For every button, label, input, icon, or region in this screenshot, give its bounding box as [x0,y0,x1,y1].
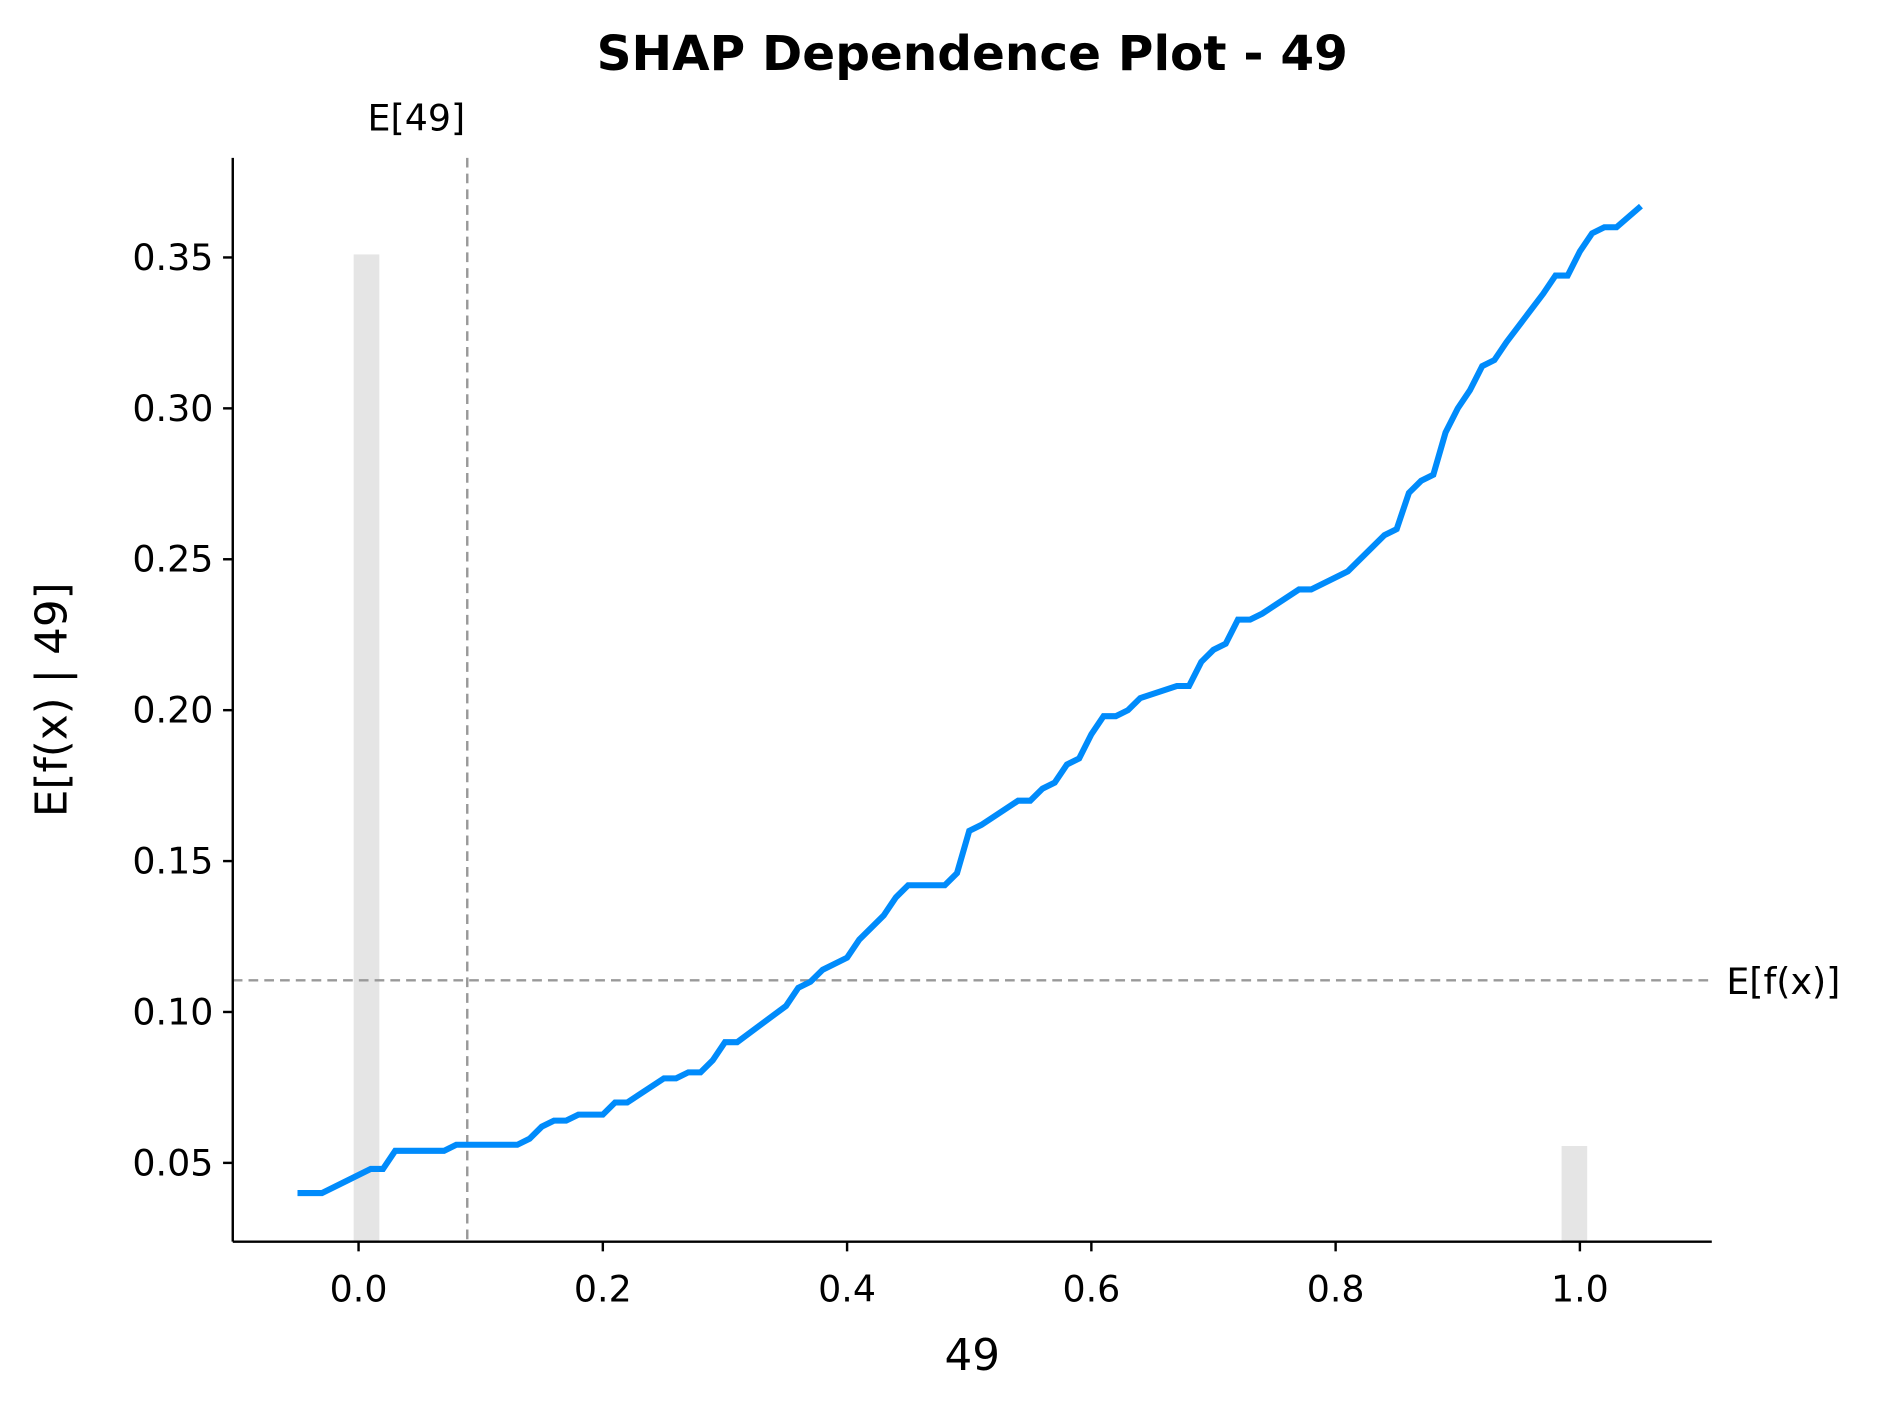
histogram-bar [1561,1145,1588,1242]
feature-mean-label: E[49] [368,96,466,139]
y-tick-label: 0.15 [132,840,213,883]
y-tick-label: 0.25 [132,538,213,581]
y-tick-label: 0.05 [132,1141,213,1184]
x-tick-label: 0.2 [574,1267,632,1310]
y-tick-label: 0.35 [132,236,213,279]
x-tick-label: 0.4 [818,1267,876,1310]
x-tick-label: 0.6 [1062,1267,1120,1310]
y-tick-label: 0.10 [132,990,213,1033]
x-tick-label: 0.0 [330,1267,388,1310]
y-tick-label: 0.20 [132,689,213,732]
y-tick-label: 0.30 [132,387,213,430]
chart-title: SHAP Dependence Plot - 49 [597,26,1348,82]
y-axis-label: E[f(x) | 49] [27,582,78,817]
expected-value-label: E[f(x)] [1726,960,1840,1003]
histogram-bar [353,254,380,1242]
x-tick-label: 1.0 [1551,1267,1609,1310]
data-line [297,203,1643,1197]
x-tick-label: 0.8 [1307,1267,1365,1310]
x-axis-label: 49 [945,1330,1001,1381]
